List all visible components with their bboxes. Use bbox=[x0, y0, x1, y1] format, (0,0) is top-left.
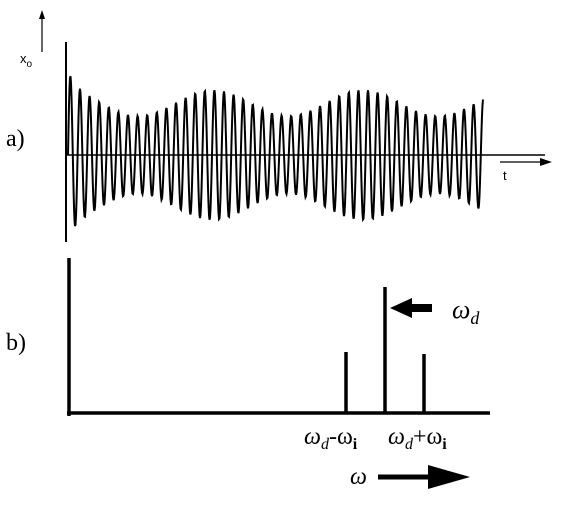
drive-label: ωd bbox=[452, 295, 480, 328]
subscript: d bbox=[470, 308, 480, 328]
x-axis-label: ω bbox=[350, 464, 367, 490]
symbol: +ω bbox=[413, 424, 442, 450]
arrow-head bbox=[428, 465, 470, 489]
arrow-head bbox=[39, 10, 45, 19]
lower-sideband-label: ωd-ωi bbox=[304, 424, 358, 453]
symbol: -ω bbox=[329, 424, 353, 450]
symbol: ω bbox=[304, 424, 321, 450]
symbol: x bbox=[20, 51, 27, 66]
subscript: i bbox=[442, 436, 447, 453]
subscript: d bbox=[321, 436, 330, 453]
symbol: ω bbox=[452, 295, 470, 324]
panel-label: b) bbox=[6, 330, 26, 356]
subscript: d bbox=[405, 436, 414, 453]
panel-label: a) bbox=[6, 126, 25, 152]
symbol: ω bbox=[388, 424, 405, 450]
waveform bbox=[67, 75, 484, 227]
subscript: i bbox=[353, 436, 358, 453]
y-axis-label: xo bbox=[20, 51, 33, 70]
x-axis-label: t bbox=[503, 168, 507, 183]
upper-sideband-label: ωd+ωi bbox=[388, 424, 447, 453]
arrow-head bbox=[540, 158, 552, 166]
pointer-arrow bbox=[390, 298, 432, 318]
subscript: o bbox=[27, 59, 33, 70]
